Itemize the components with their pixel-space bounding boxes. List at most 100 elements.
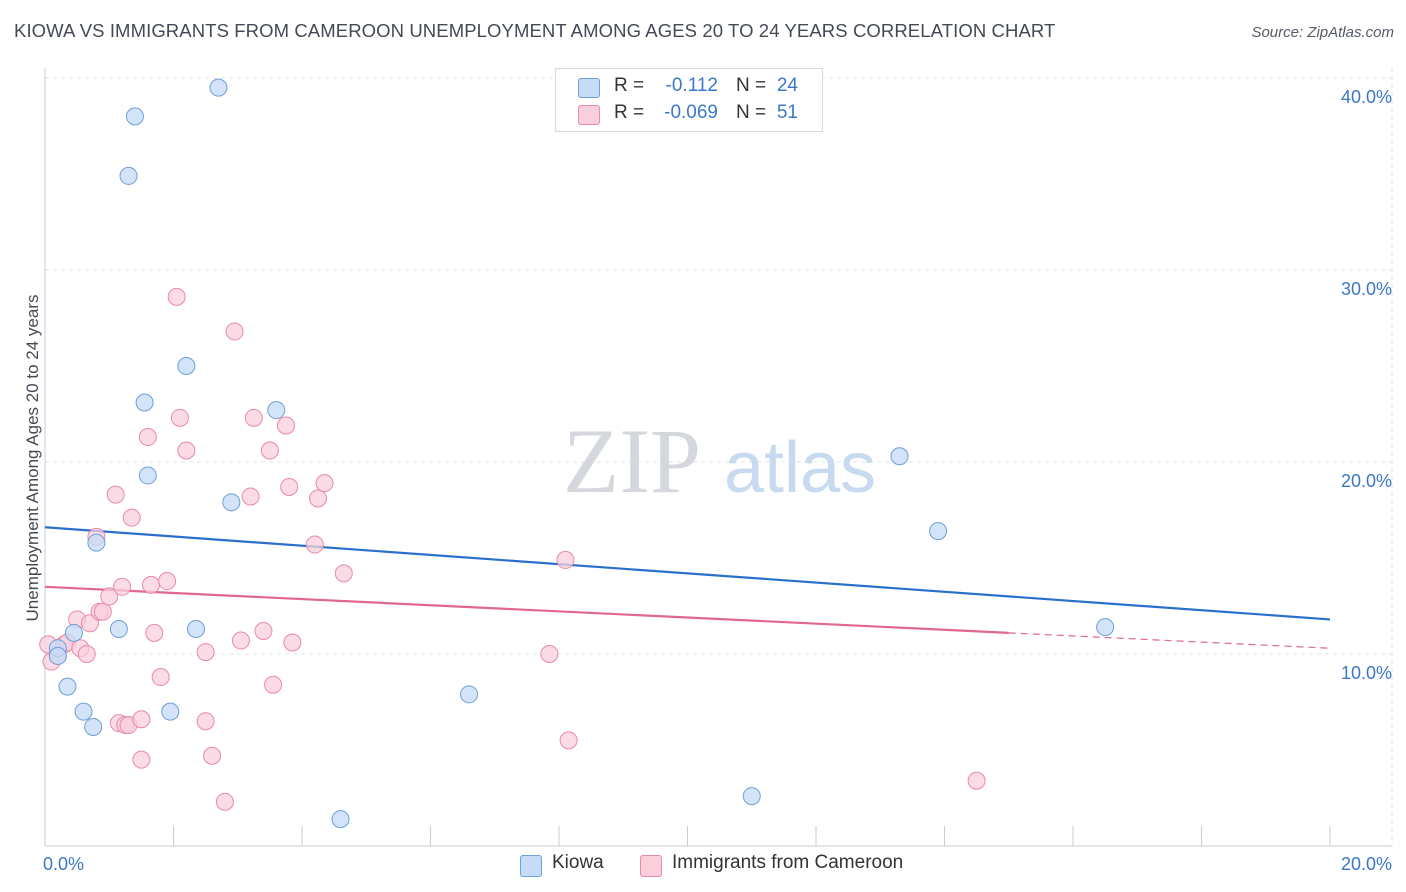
cameroon-point: [305, 535, 324, 554]
cameroon-point: [196, 712, 215, 731]
legend-n-value: 51: [776, 102, 798, 123]
cameroon-trend-line: [44, 585, 1009, 634]
source-label: Source: ZipAtlas.com: [1251, 24, 1394, 41]
x-tick-label: 0.0%: [43, 854, 84, 874]
x-tick-label: 20.0%: [1341, 854, 1392, 874]
cameroon-point: [132, 750, 151, 769]
kiowa-legend-label: Kiowa: [552, 852, 604, 873]
kiowa-point: [109, 620, 128, 639]
cameroon-point: [241, 487, 260, 506]
cameroon-point: [93, 602, 112, 621]
cameroon-point: [264, 675, 283, 694]
legend-n-label: N =: [736, 75, 767, 96]
cameroon-point: [132, 710, 151, 729]
cameroon-point: [151, 668, 170, 687]
kiowa-point: [1096, 618, 1115, 637]
chart-title: KIOWA VS IMMIGRANTS FROM CAMEROON UNEMPL…: [14, 20, 1056, 41]
kiowa-trend-line: [44, 526, 1331, 621]
y-tick-label: 40.0%: [1341, 87, 1392, 107]
kiowa-point: [186, 620, 205, 639]
kiowa-point: [460, 685, 479, 704]
cameroon-point: [225, 322, 244, 341]
gridlines: [45, 68, 1393, 846]
y-tick-label: 20.0%: [1341, 471, 1392, 491]
cameroon-point: [170, 408, 189, 427]
cameroon-point: [334, 564, 353, 583]
kiowa-point: [74, 702, 93, 721]
kiowa-point: [929, 522, 948, 541]
cameroon-point: [77, 645, 96, 663]
kiowa-point: [119, 166, 138, 185]
cameroon-point: [177, 441, 196, 460]
kiowa-point: [84, 717, 103, 736]
cameroon-point: [113, 577, 132, 596]
legend-n-value: 24: [776, 75, 798, 96]
cameroon-legend-swatch: [640, 855, 662, 877]
kiowa-point: [48, 646, 67, 665]
legend-r-value: -0.112: [665, 75, 718, 96]
y-axis-label: Unemployment Among Ages 20 to 24 years: [23, 295, 42, 622]
cameroon-point: [309, 489, 328, 508]
cameroon-point: [967, 771, 986, 790]
axes: [44, 68, 1392, 847]
cameroon-point: [559, 731, 578, 750]
cameroon-trend-extension: [1008, 632, 1331, 649]
kiowa-point: [87, 533, 106, 552]
cameroon-point: [203, 746, 222, 765]
legend-row-cameroon: R = -0.069 N = 51: [556, 100, 822, 128]
kiowa-point: [58, 677, 77, 696]
cameroon-legend-label: Immigrants from Cameroon: [672, 852, 904, 873]
cameroon-point: [80, 614, 99, 633]
cameroon-point: [231, 631, 250, 650]
kiowa-point: [138, 466, 157, 485]
kiowa-point: [331, 810, 350, 829]
tick-labels: 10.0% 20.0% 30.0% 40.0% 0.0% 20.0%: [43, 87, 1392, 874]
cameroon-point: [142, 575, 161, 594]
cameroon-point: [280, 477, 299, 496]
cameroon-point: [122, 508, 141, 527]
trend-lines: [44, 526, 1331, 649]
kiowa-point: [742, 787, 761, 806]
kiowa-point: [135, 393, 154, 412]
legend-r-label: R =: [614, 75, 645, 96]
kiowa-point: [177, 357, 196, 375]
y-tick-label: 10.0%: [1341, 663, 1392, 683]
cameroon-point: [145, 623, 164, 642]
cameroon-point: [254, 621, 273, 640]
kiowa-point: [267, 401, 286, 420]
stats-legend: R = -0.112 N = 24 R = -0.069 N = 51: [555, 68, 823, 132]
legend-r-label: R =: [614, 102, 645, 123]
cameroon-point: [106, 485, 125, 504]
kiowa-point: [64, 623, 83, 642]
kiowa-point: [125, 107, 144, 126]
cameroon-point: [540, 645, 559, 663]
watermark-atlas: atlas: [724, 428, 876, 508]
y-tick-label: 30.0%: [1341, 279, 1392, 299]
data-points: [39, 78, 1115, 829]
cameroon-swatch: [578, 105, 600, 125]
cameroon-point: [283, 633, 302, 652]
cameroon-point: [100, 587, 119, 606]
cameroon-point: [138, 428, 157, 447]
cameroon-point: [167, 287, 186, 306]
watermark-zip: ZIP: [563, 410, 701, 512]
cameroon-point: [158, 572, 177, 591]
kiowa-point: [890, 447, 909, 466]
kiowa-point: [161, 702, 180, 721]
legend-n-label: N =: [736, 102, 767, 123]
series-legend: Kiowa Immigrants from Cameroon: [0, 850, 1406, 880]
cameroon-point: [196, 643, 215, 662]
cameroon-point: [276, 416, 295, 435]
kiowa-point: [209, 78, 228, 97]
cameroon-point: [315, 474, 334, 493]
legend-r-value: -0.069: [664, 102, 718, 123]
cameroon-point: [215, 792, 234, 811]
kiowa-legend-swatch: [520, 855, 542, 877]
cameroon-point: [260, 441, 279, 460]
kiowa-point: [222, 493, 241, 512]
cameroon-point: [556, 550, 575, 569]
cameroon-point: [244, 408, 263, 427]
kiowa-swatch: [578, 78, 600, 98]
legend-row-kiowa: R = -0.112 N = 24: [556, 73, 822, 101]
